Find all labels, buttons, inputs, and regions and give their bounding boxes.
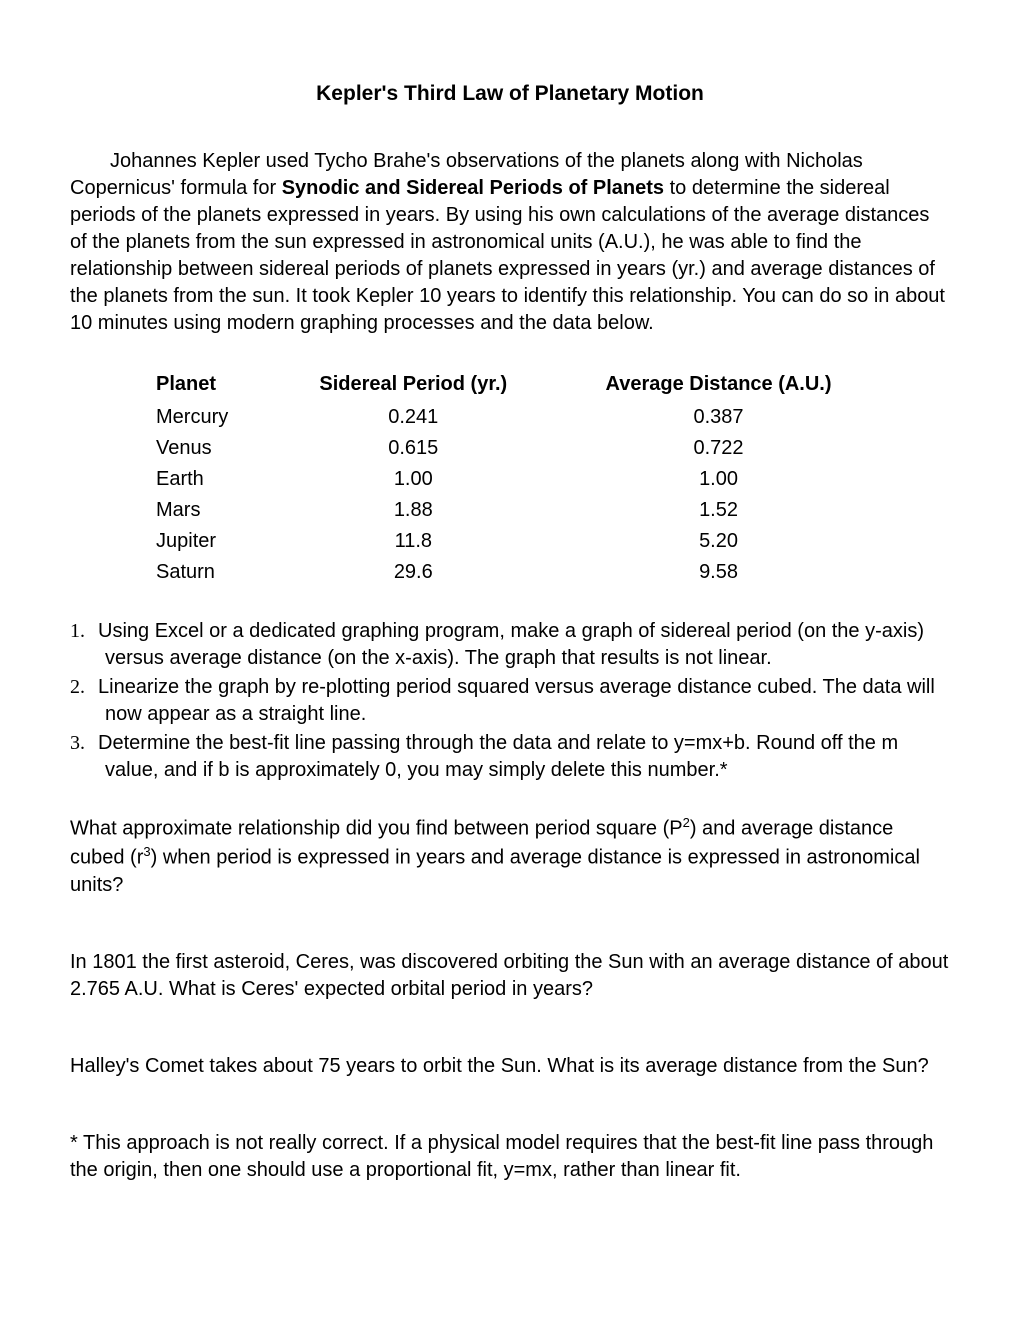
planet-data-table: Planet Sidereal Period (yr.) Average Dis… [136, 367, 884, 588]
question-relationship: What approximate relationship did you fi… [70, 814, 950, 898]
intro-text-2: to determine the sidereal periods of the… [70, 177, 945, 334]
question-halley: Halley's Comet takes about 75 years to o… [70, 1053, 950, 1080]
instruction-text: Determine the best-fit line passing thro… [98, 732, 898, 781]
cell-period: 0.615 [274, 433, 554, 464]
instructions-list: 1.Using Excel or a dedicated graphing pr… [70, 618, 950, 784]
question-ceres: In 1801 the first asteroid, Ceres, was d… [70, 949, 950, 1003]
instruction-text: Using Excel or a dedicated graphing prog… [98, 620, 924, 669]
header-distance: Average Distance (A.U.) [553, 367, 884, 402]
cell-planet: Saturn [136, 557, 274, 588]
cell-planet: Mars [136, 495, 274, 526]
cell-planet: Jupiter [136, 526, 274, 557]
cell-period: 0.241 [274, 402, 554, 433]
table-row: Mars 1.88 1.52 [136, 495, 884, 526]
instruction-text: Linearize the graph by re-plotting perio… [98, 676, 935, 725]
table-row: Saturn 29.6 9.58 [136, 557, 884, 588]
cell-distance: 0.387 [553, 402, 884, 433]
cell-distance: 0.722 [553, 433, 884, 464]
cell-distance: 5.20 [553, 526, 884, 557]
header-period: Sidereal Period (yr.) [274, 367, 554, 402]
cell-planet: Earth [136, 464, 274, 495]
q1-sup2: 3 [143, 844, 150, 859]
cell-distance: 9.58 [553, 557, 884, 588]
footnote: * This approach is not really correct. I… [70, 1130, 950, 1184]
cell-period: 1.88 [274, 495, 554, 526]
cell-planet: Mercury [136, 402, 274, 433]
header-planet: Planet [136, 367, 274, 402]
table-row: Venus 0.615 0.722 [136, 433, 884, 464]
q1-sup1: 2 [683, 815, 690, 830]
cell-distance: 1.52 [553, 495, 884, 526]
intro-bold: Synodic and Sidereal Periods of Planets [282, 177, 664, 199]
table-row: Jupiter 11.8 5.20 [136, 526, 884, 557]
page-title: Kepler's Third Law of Planetary Motion [70, 80, 950, 108]
intro-paragraph: Johannes Kepler used Tycho Brahe's obser… [70, 148, 950, 337]
cell-period: 1.00 [274, 464, 554, 495]
instruction-item: 3.Determine the best-fit line passing th… [70, 730, 950, 784]
list-number: 2. [70, 674, 98, 701]
q1-pre: What approximate relationship did you fi… [70, 818, 683, 840]
cell-period: 29.6 [274, 557, 554, 588]
table-row: Earth 1.00 1.00 [136, 464, 884, 495]
cell-planet: Venus [136, 433, 274, 464]
table-header-row: Planet Sidereal Period (yr.) Average Dis… [136, 367, 884, 402]
cell-period: 11.8 [274, 526, 554, 557]
instruction-item: 2.Linearize the graph by re-plotting per… [70, 674, 950, 728]
list-number: 1. [70, 618, 98, 645]
table-row: Mercury 0.241 0.387 [136, 402, 884, 433]
q1-post: ) when period is expressed in years and … [70, 847, 920, 896]
list-number: 3. [70, 730, 98, 757]
cell-distance: 1.00 [553, 464, 884, 495]
instruction-item: 1.Using Excel or a dedicated graphing pr… [70, 618, 950, 672]
